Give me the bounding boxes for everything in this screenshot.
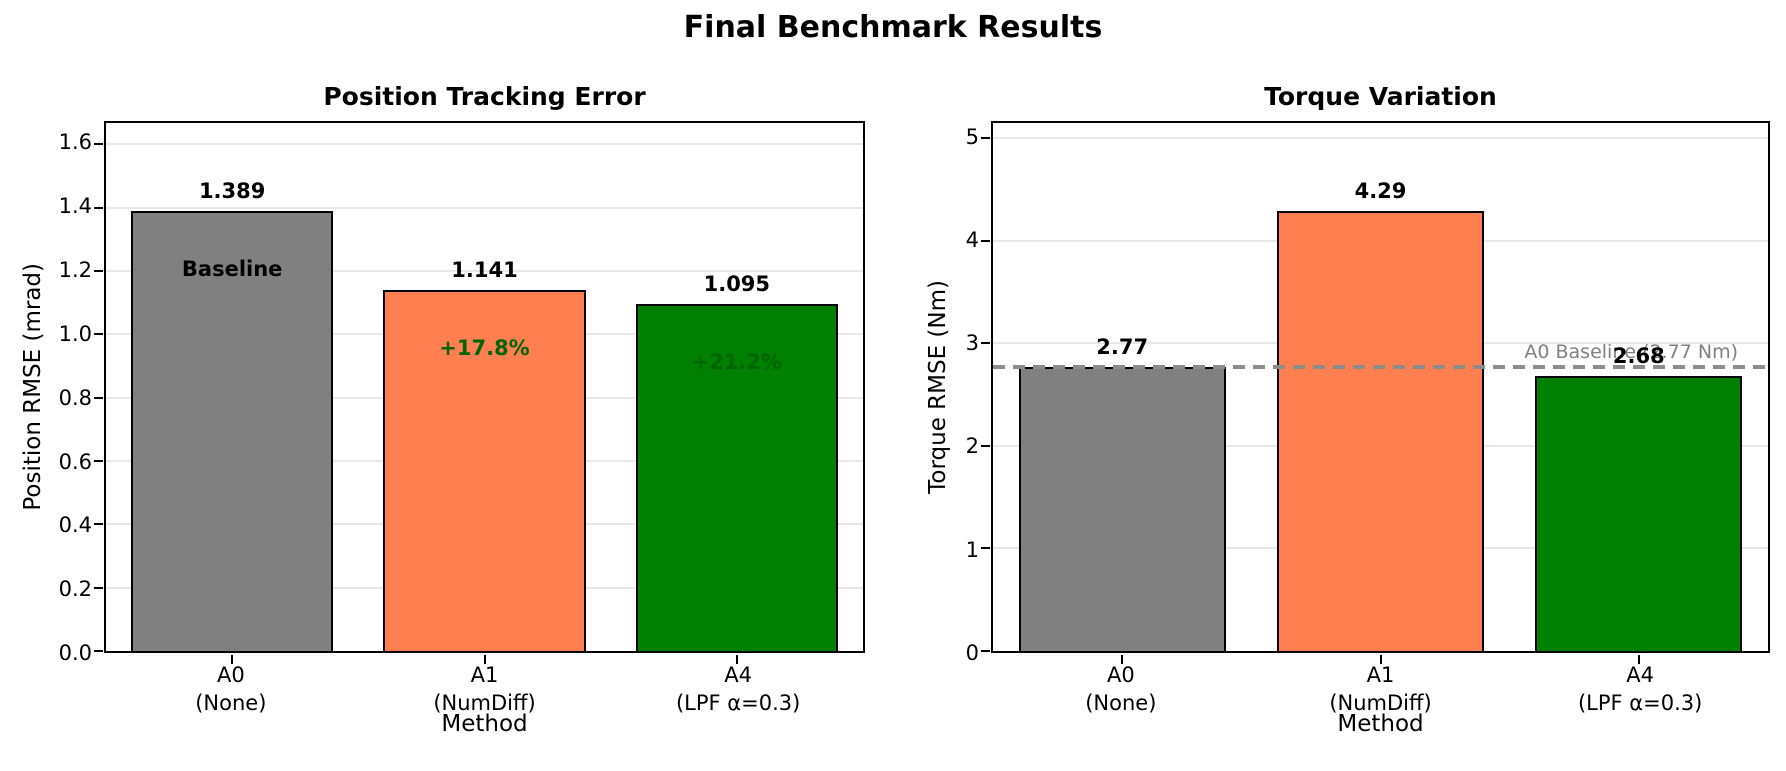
- x-tick-sublabel-a0: (None): [195, 691, 267, 716]
- x-axis-label-position: Method: [441, 711, 528, 737]
- x-tick-sublabel-a0: (None): [1085, 691, 1157, 716]
- y-axis-ticks-position: 0.0 0.2 0.4 0.6 0.8 1.0 1.2 1.4 1.6: [50, 121, 104, 665]
- y-axis-ticks-torque: 0 1 2 3 4 5: [955, 121, 991, 666]
- bar-a1: [1277, 211, 1484, 651]
- y-tick-label-5: 5: [965, 124, 979, 149]
- y-tick-label-0.0: 0.0: [58, 641, 92, 665]
- torque-variation-chart: Torque Variation Torque RMSE (Nm) 0 1 2 3 4 5…: [921, 75, 1770, 745]
- bar-a0: [1018, 367, 1226, 651]
- x-tick-label-a4: A4 (LPF α=0.3): [1578, 661, 1702, 718]
- x-tick-sublabel-a1: (NumDiff): [1329, 691, 1432, 716]
- y-tickmark-0.2: [94, 586, 103, 589]
- subplots-row: Position Tracking Error Position RMSE (m…: [0, 75, 1786, 745]
- baseline-reference-line: [993, 365, 1768, 370]
- x-tickmark-a0: [231, 655, 234, 664]
- y-tick-label-0: 0: [965, 641, 979, 665]
- gridline-y-1.6: [106, 143, 863, 146]
- bar-annotation-baseline: Baseline: [181, 257, 283, 282]
- y-tickmark-0: [981, 650, 990, 652]
- x-tick-label-a0: A0 (None): [195, 661, 266, 718]
- x-tickmark-a1: [483, 655, 486, 664]
- x-tick-method-a0: A0: [1106, 663, 1135, 687]
- bar-annotation--21-2-: +21.2%: [691, 350, 783, 375]
- y-tick-label-3: 3: [965, 331, 979, 356]
- y-tickmark-3: [981, 342, 990, 345]
- y-tickmark-0.8: [94, 396, 103, 399]
- y-tick-label-1.6: 1.6: [58, 130, 92, 155]
- plot-area-torque: 2.77 4.29 2.68 A0 Baseline (2.77 Nm): [981, 121, 1770, 664]
- y-tick-label-1.4: 1.4: [58, 194, 92, 219]
- gridline-y-1.2: [106, 269, 863, 272]
- value-label-a0: 1.389: [198, 179, 266, 204]
- y-tick-label-4: 4: [965, 227, 979, 252]
- value-label-a1: 1.141: [451, 257, 518, 282]
- figure-suptitle: Final Benchmark Results: [683, 10, 1103, 45]
- plot-area-position: 1.389 1.141 1.095 Baseline +17.8% +21.2%: [94, 121, 865, 664]
- gridline-y-1.4: [106, 206, 863, 209]
- x-tick-sublabel-a4: (LPF α=0.3): [675, 691, 801, 716]
- x-tick-sublabel-a1: (NumDiff): [433, 691, 536, 716]
- x-tick-label-a4: A4 (LPF α=0.3): [676, 661, 800, 718]
- x-tick-label-a1: A1 (NumDiff): [433, 661, 535, 718]
- y-tickmark-4: [981, 239, 990, 242]
- y-tickmark-2: [981, 444, 990, 447]
- y-axis-label-torque: Torque RMSE (Nm): [925, 280, 951, 494]
- x-axis-ticks-torque: A0 (None) A1 (NumDiff) A4 (LPF α=0.3): [991, 653, 1770, 715]
- value-label-a4: 1.095: [703, 272, 771, 297]
- chart-title-torque: Torque Variation: [1264, 82, 1497, 111]
- y-tick-label-1.0: 1.0: [58, 321, 92, 346]
- y-axis-label-position: Position RMSE (mrad): [20, 263, 46, 511]
- y-tickmark-0.0: [94, 650, 103, 652]
- bar-a0: [131, 211, 334, 651]
- x-tick-method-a4: A4: [1626, 663, 1655, 687]
- y-tickmark-5: [981, 137, 990, 140]
- x-tick-method-a1: A1: [470, 663, 499, 687]
- bar-a4: [635, 304, 838, 651]
- y-tick-label-0.8: 0.8: [58, 385, 92, 410]
- x-axis-ticks-position: A0 (None) A1 (NumDiff) A4 (LPF α=0.3): [104, 653, 865, 715]
- y-tickmark-1: [981, 547, 990, 550]
- value-label-a0: 2.77: [1096, 335, 1149, 360]
- x-tickmark-a1: [1379, 655, 1382, 664]
- y-tick-label-0.4: 0.4: [58, 513, 92, 538]
- x-tick-method-a1: A1: [1366, 663, 1395, 687]
- y-tickmark-1.0: [94, 333, 103, 336]
- y-tickmark-0.4: [94, 523, 103, 526]
- y-tickmark-1.4: [94, 206, 103, 209]
- y-tickmark-1.6: [94, 143, 103, 146]
- value-label-a4: 2.68: [1612, 344, 1665, 369]
- y-tick-label-1: 1: [965, 537, 979, 562]
- chart-title-position: Position Tracking Error: [323, 82, 646, 111]
- baseline-reference-label: A0 Baseline (2.77 Nm): [1524, 341, 1738, 364]
- x-tick-method-a0: A0: [216, 663, 245, 687]
- y-tick-label-2: 2: [965, 434, 979, 459]
- y-tickmark-1.2: [94, 269, 103, 272]
- y-tick-label-0.2: 0.2: [58, 577, 92, 602]
- bar-a4: [1535, 376, 1743, 651]
- bar-a1: [383, 289, 586, 651]
- x-tick-label-a0: A0 (None): [1085, 661, 1156, 718]
- x-tickmark-a0: [1121, 655, 1124, 664]
- x-tick-method-a4: A4: [724, 663, 753, 687]
- x-tickmark-a4: [1637, 655, 1640, 664]
- position-tracking-error-chart: Position Tracking Error Position RMSE (m…: [16, 75, 865, 745]
- y-axis-label-box-torque: Torque RMSE (Nm): [921, 121, 955, 653]
- y-tick-label-1.2: 1.2: [58, 258, 92, 283]
- value-label-a1: 4.29: [1354, 179, 1407, 204]
- y-axis-label-box-position: Position RMSE (mrad): [16, 121, 50, 653]
- x-tick-label-a1: A1 (NumDiff): [1329, 661, 1431, 718]
- y-tick-label-0.6: 0.6: [58, 449, 92, 474]
- x-axis-label-torque: Method: [1337, 711, 1424, 737]
- x-tickmark-a4: [735, 655, 738, 664]
- bar-annotation--17-8-: +17.8%: [439, 335, 530, 360]
- x-tick-sublabel-a4: (LPF α=0.3): [1577, 691, 1703, 716]
- gridline-y-5: [993, 137, 1768, 140]
- y-tickmark-0.6: [94, 459, 103, 462]
